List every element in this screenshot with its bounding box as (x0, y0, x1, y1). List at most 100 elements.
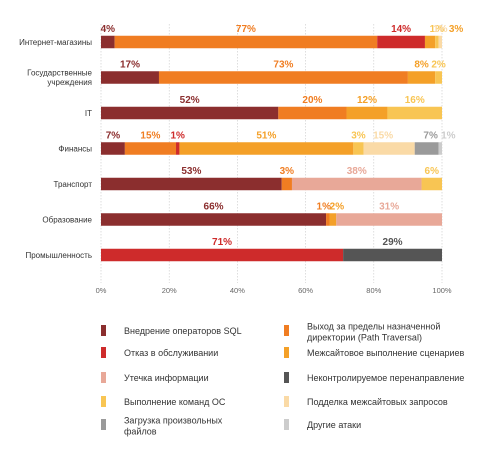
bar-item-3-7 (363, 142, 415, 155)
x-tick-label-4: 80% (366, 286, 381, 295)
data-label-2-3: 12% (357, 95, 377, 106)
bar-item-6-5 (343, 248, 442, 262)
x-tick-label-5: 100% (432, 286, 452, 295)
category-label-3: Финансы (58, 144, 92, 153)
data-label-3-7: 15% (373, 130, 393, 141)
bar-item-0-3 (424, 35, 436, 49)
bar-item-0-6 (435, 35, 439, 49)
bar-item-0-1 (114, 35, 378, 49)
bar-it-3 (346, 106, 388, 120)
data-label-4-1: 3% (280, 166, 295, 177)
bar-item-3-3 (179, 142, 354, 155)
data-label-2-6: 16% (405, 95, 425, 106)
legend-swatch-4 (101, 372, 106, 383)
data-label-0-1: 77% (236, 24, 256, 35)
data-label-3-6: 3% (351, 130, 366, 141)
bar-item-4-6 (421, 177, 442, 191)
data-label-3-3: 51% (256, 130, 276, 141)
bar-item-3-1 (124, 142, 177, 155)
bar-item-0-7 (438, 35, 442, 49)
data-label-5-3: 2% (330, 201, 345, 212)
data-label-6-2: 71% (212, 237, 232, 248)
legend-swatch-1 (284, 325, 289, 336)
legend-label-3: Межсайтовое выполнение сценариев (307, 348, 465, 358)
legend-swatch-3 (284, 347, 289, 358)
data-label-0-7: 1% (433, 24, 448, 35)
data-label-1-0: 17% (120, 59, 140, 70)
data-label-0-0: 4% (101, 24, 116, 35)
bar-item-5-1 (326, 213, 330, 226)
bar-item-5-0 (101, 213, 327, 226)
bar-item-3-6 (353, 142, 364, 155)
data-label-3-1: 15% (140, 130, 160, 141)
bar-item-1-0 (101, 71, 159, 84)
x-tick-label-2: 40% (230, 286, 245, 295)
bar-item-4-0 (101, 177, 282, 191)
bar-item-4-4 (291, 177, 422, 191)
x-tick-label-1: 20% (162, 286, 177, 295)
legend: Внедрение операторов SQL Отказ в обслужив… (101, 322, 465, 437)
data-label-1-1: 73% (273, 59, 293, 70)
bar-item-3-2 (176, 142, 180, 155)
data-label-1-3: 8% (414, 59, 429, 70)
data-label-3-9: 1% (441, 130, 456, 141)
legend-label-8: Загрузка произвольных файлов (124, 416, 223, 437)
legend-label-line-1: файлов (124, 427, 157, 437)
bar-item-3-9 (438, 142, 442, 155)
bar-item-6-2 (101, 248, 344, 262)
axes: 0% 20% 40% 60% 80% 100% Интернет-магазины Госуд… (19, 38, 452, 295)
legend-swatch-8 (101, 419, 106, 430)
legend-label-9: Другие атаки (307, 420, 361, 430)
legend-swatch-7 (284, 396, 289, 407)
legend-label-4: Утечка информации (124, 373, 209, 383)
data-label-4-6: 6% (425, 166, 440, 177)
legend-label-6: Выполнение команд ОС (124, 397, 226, 407)
bar-item-3-8 (414, 142, 439, 155)
category-label-2: IT (85, 109, 92, 118)
data-label-0-3: 3% (449, 24, 464, 35)
category-label-0: Интернет-магазины (19, 38, 92, 47)
bar-item-5-3 (329, 213, 337, 226)
x-tick-label-0: 0% (96, 286, 107, 295)
legend-label-1: Выход за пределы назначенной директории (… (307, 322, 440, 343)
legend-label-7: Подделка межсайтовых запросов (307, 397, 448, 407)
legend-label-line-0: Выход за пределы назначенной (307, 322, 440, 332)
legend-label-line-1: директории (Path Traversal) (307, 333, 422, 343)
bar-item-4-1 (281, 177, 292, 191)
data-labels: 4% 77% 14% 3%1%1%17% 73% 8% 2%52% 20% 12% 16%7% 15… (101, 24, 464, 248)
data-label-0-6: 1% (430, 24, 445, 35)
bar-it-1 (278, 106, 347, 120)
legend-swatch-5 (284, 372, 289, 383)
bar-item-0-0 (101, 35, 115, 49)
data-label-2-1: 20% (302, 95, 322, 106)
data-label-4-0: 53% (181, 166, 201, 177)
data-label-2-0: 52% (180, 95, 200, 106)
legend-swatch-2 (101, 347, 106, 358)
data-label-5-4: 31% (379, 201, 399, 212)
legend-label-line-0: Загрузка произвольных (124, 416, 223, 426)
category-label-1: Государственные учреждения (27, 69, 92, 88)
legend-label-5: Неконтролируемое перенаправление (307, 373, 464, 383)
category-label-5: Образование (42, 215, 92, 224)
data-label-3-0: 7% (106, 130, 121, 141)
legend-label-0: Внедрение операторов SQL (124, 326, 242, 336)
legend-swatch-6 (101, 396, 106, 407)
bar-it-0 (101, 106, 279, 120)
legend-swatch-9 (284, 419, 289, 430)
legend-label-2: Отказ в обслуживании (124, 348, 218, 358)
data-label-1-6: 2% (431, 59, 446, 70)
data-label-5-1: 1% (317, 201, 332, 212)
bars (101, 35, 442, 262)
x-tick-label-3: 60% (298, 286, 313, 295)
bar-item-5-4 (336, 213, 442, 226)
data-label-6-5: 29% (383, 237, 403, 248)
category-label-line-1: учреждения (47, 78, 92, 87)
data-label-4-4: 38% (347, 166, 367, 177)
bar-it-6 (387, 106, 442, 120)
data-label-3-8: 7% (423, 130, 438, 141)
data-label-3-2: 1% (170, 130, 185, 141)
data-label-0-2: 14% (391, 24, 411, 35)
category-label-line-0: Государственные (27, 69, 92, 78)
bar-item-1-6 (435, 71, 442, 84)
bar-item-1-1 (158, 71, 408, 84)
